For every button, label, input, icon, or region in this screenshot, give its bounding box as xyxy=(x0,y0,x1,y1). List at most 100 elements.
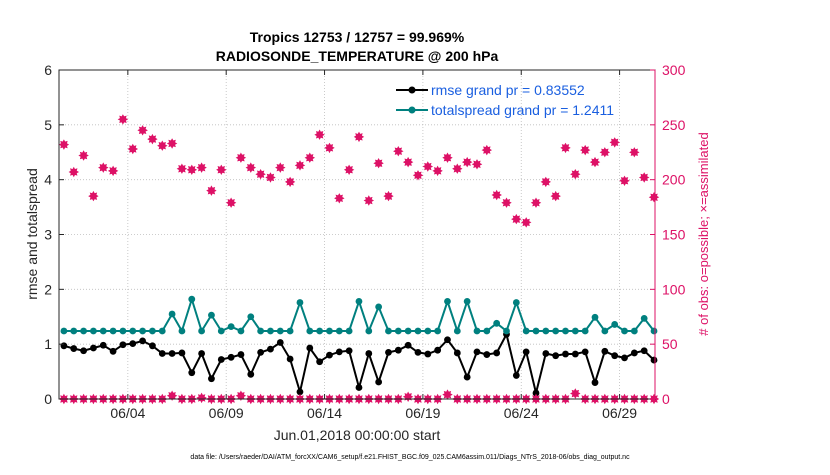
point-rmse xyxy=(286,355,294,363)
data-marks xyxy=(58,114,660,405)
point-rmse xyxy=(70,345,78,352)
y-tick-label: 1 xyxy=(44,336,52,352)
point-rmse xyxy=(149,342,156,350)
point-rmse xyxy=(335,348,343,356)
point-rmse xyxy=(444,336,451,344)
point-totalspread xyxy=(562,327,569,335)
point-obs-possible xyxy=(255,169,266,180)
point-totalspread xyxy=(276,327,284,335)
point-totalspread xyxy=(404,327,412,335)
point-totalspread xyxy=(129,327,137,335)
point-obs-possible xyxy=(511,213,522,225)
point-totalspread xyxy=(139,327,146,335)
point-obs-assimilated xyxy=(402,391,414,403)
point-totalspread xyxy=(493,319,501,327)
point-rmse xyxy=(99,341,107,349)
point-rmse xyxy=(60,342,68,350)
point-rmse xyxy=(129,340,137,348)
point-obs-possible xyxy=(589,156,601,168)
point-rmse xyxy=(188,369,196,377)
point-obs-possible xyxy=(235,152,247,163)
point-totalspread xyxy=(257,327,265,335)
point-totalspread xyxy=(237,327,245,335)
point-totalspread xyxy=(640,314,648,322)
point-obs-assimilated xyxy=(570,388,581,399)
point-obs-possible xyxy=(422,161,434,172)
y-tick-label: 0 xyxy=(44,391,52,407)
point-totalspread xyxy=(316,327,324,335)
axis-ticks: 06/04 06/09 06/14 06/19 06/24 06/29 0 1 2 3 4 5 6 0 50… xyxy=(44,62,685,421)
point-obs-possible xyxy=(540,176,551,188)
point-rmse xyxy=(237,351,245,358)
point-rmse xyxy=(257,348,265,356)
point-totalspread xyxy=(621,327,628,335)
point-rmse xyxy=(414,348,422,356)
y-axis-label: rmse and totalspread xyxy=(24,168,40,300)
point-obs-possible xyxy=(304,152,316,163)
point-obs-possible xyxy=(609,137,620,148)
point-rmse xyxy=(591,379,599,386)
point-totalspread xyxy=(483,327,491,335)
y-tick-label: 3 xyxy=(44,227,52,243)
x-tick-label: 06/09 xyxy=(209,405,244,421)
legend-marker-totalspread xyxy=(408,106,416,114)
point-totalspread xyxy=(335,327,343,335)
point-rmse xyxy=(198,350,206,357)
point-rmse xyxy=(650,356,658,364)
y2-tick-label: 150 xyxy=(662,227,686,243)
point-obs-possible xyxy=(491,189,502,201)
point-rmse xyxy=(542,350,550,357)
point-obs-possible xyxy=(157,140,168,151)
point-totalspread xyxy=(503,327,510,335)
point-totalspread xyxy=(149,327,156,335)
point-totalspread xyxy=(601,327,609,335)
y2-tick-label: 0 xyxy=(662,391,670,407)
point-rmse xyxy=(434,346,442,354)
point-obs-possible xyxy=(363,195,375,206)
point-totalspread xyxy=(99,327,107,335)
point-rmse xyxy=(158,350,166,357)
point-rmse xyxy=(453,349,461,357)
chart-subtitle: RADIOSONDE_TEMPERATURE @ 200 hPa xyxy=(216,48,499,64)
point-rmse xyxy=(227,353,235,361)
point-obs-possible xyxy=(353,131,365,143)
point-rmse xyxy=(375,378,383,386)
data-file-footer: data file: /Users/raeder/DAI/ATM_forcXX/… xyxy=(190,454,630,461)
y-tick-label: 2 xyxy=(44,281,52,297)
point-rmse xyxy=(630,349,638,357)
legend-marker-rmse xyxy=(408,86,416,94)
point-obs-possible xyxy=(619,175,630,187)
point-rmse xyxy=(267,345,274,353)
point-obs-possible xyxy=(393,146,404,157)
point-rmse xyxy=(119,341,127,349)
point-rmse xyxy=(512,372,520,379)
point-obs-possible xyxy=(147,133,158,145)
point-totalspread xyxy=(591,313,599,321)
y2-tick-label: 200 xyxy=(662,172,686,188)
point-obs-possible xyxy=(550,190,561,202)
point-rmse xyxy=(394,346,402,354)
y2-tick-label: 100 xyxy=(662,281,686,297)
point-totalspread xyxy=(306,327,314,335)
point-obs-possible xyxy=(314,129,325,140)
point-rmse xyxy=(365,350,373,357)
point-totalspread xyxy=(365,327,373,335)
point-totalspread xyxy=(375,303,383,311)
point-totalspread xyxy=(227,323,235,331)
point-totalspread xyxy=(326,327,333,335)
point-totalspread xyxy=(80,327,87,335)
point-totalspread xyxy=(188,295,196,303)
point-totalspread xyxy=(296,299,304,306)
point-totalspread xyxy=(385,327,392,335)
point-obs-possible xyxy=(275,162,286,173)
point-obs-possible xyxy=(68,166,80,178)
point-totalspread xyxy=(463,297,471,305)
point-obs-possible xyxy=(294,160,306,171)
y2-tick-label: 50 xyxy=(662,336,678,352)
point-rmse xyxy=(247,370,255,378)
point-rmse xyxy=(640,347,648,355)
point-rmse xyxy=(552,352,560,360)
point-obs-possible xyxy=(579,144,591,156)
point-totalspread xyxy=(552,327,560,335)
y-tick-label: 5 xyxy=(44,117,52,133)
